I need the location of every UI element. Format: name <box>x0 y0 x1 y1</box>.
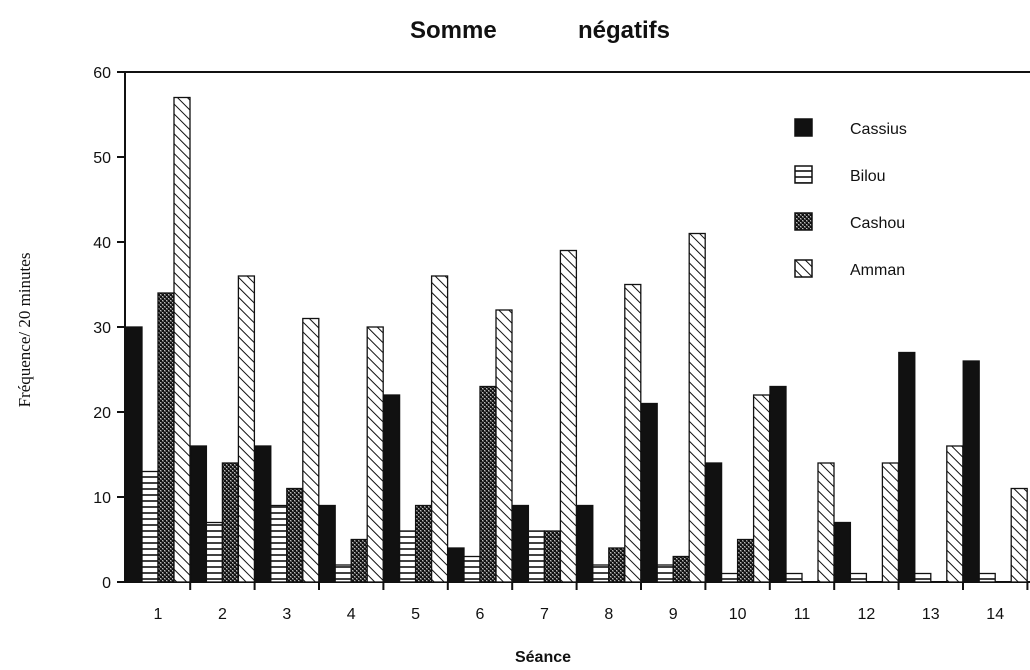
x-tick-label: 5 <box>411 606 420 623</box>
bar-cashou-2 <box>221 462 240 583</box>
bar-bilou-4 <box>334 564 352 583</box>
bar-cassius-13 <box>898 351 916 583</box>
bar-bilou-7 <box>527 530 546 583</box>
bar-cassius-4 <box>318 504 336 583</box>
bar-amman-6 <box>495 309 513 583</box>
y-tick-label: 60 <box>93 65 111 82</box>
bar-amman-12 <box>881 462 900 583</box>
chart-title-right: négatifs <box>578 17 670 44</box>
bar-bilou-8 <box>592 564 610 583</box>
bar-cassius-9 <box>640 402 658 583</box>
bar-cassius-14 <box>962 360 980 583</box>
y-tick-label: 0 <box>102 575 111 592</box>
y-tick-label: 30 <box>93 320 111 337</box>
x-tick-label: 4 <box>347 606 356 623</box>
bar-cashou-3 <box>286 487 304 583</box>
bar-bilou-14 <box>978 572 996 583</box>
x-tick-label: 3 <box>282 606 291 623</box>
bar-cashou-7 <box>543 530 562 583</box>
bar-bilou-12 <box>849 572 868 583</box>
chart-title-left: Somme <box>410 17 497 44</box>
x-axis: 1 2 3 4 5 6 7 8 9 10 11 12 13 14 <box>154 582 1029 623</box>
y-tick-label: 20 <box>93 405 111 422</box>
x-tick-label: 8 <box>604 606 613 623</box>
legend-swatch-cassius <box>794 118 813 137</box>
bar-amman-2 <box>237 275 256 583</box>
y-axis: 0 10 20 30 40 50 60 <box>93 65 125 592</box>
bar-cashou-6 <box>479 385 497 583</box>
bar-amman-1 <box>173 96 191 583</box>
bar-amman-8 <box>624 283 642 583</box>
bar-cashou-1 <box>157 292 175 583</box>
bar-cassius-5 <box>382 394 401 583</box>
bar-bilou-5 <box>398 530 417 583</box>
bar-bilou-13 <box>914 572 932 583</box>
y-tick-label: 10 <box>93 490 111 507</box>
bar-amman-9 <box>688 232 706 583</box>
bar-cassius-7 <box>511 504 530 583</box>
bar-bilou-2 <box>205 521 224 583</box>
x-tick-label: 11 <box>794 606 811 623</box>
x-tick-label: 10 <box>729 606 747 623</box>
legend-swatch-amman <box>794 259 813 278</box>
legend-swatch-cashou <box>794 212 813 231</box>
bar-cassius-12 <box>833 521 852 583</box>
bar-bilou-6 <box>463 555 481 583</box>
bar-cassius-2 <box>189 445 208 583</box>
x-tick-label: 14 <box>986 606 1004 623</box>
bar-amman-11 <box>817 462 835 583</box>
bar-amman-13 <box>946 445 964 583</box>
bar-amman-10 <box>752 394 771 583</box>
bar-cashou-10 <box>736 538 755 583</box>
x-axis-label: Séance <box>515 649 571 666</box>
bar-amman-14 <box>1010 487 1028 583</box>
legend-label-amman: Amman <box>850 262 905 279</box>
bar-bilou-3 <box>270 504 288 583</box>
bar-cassius-11 <box>769 385 787 583</box>
bar-amman-5 <box>430 275 449 583</box>
bar-amman-3 <box>302 317 320 583</box>
bar-cashou-5 <box>414 504 433 583</box>
legend-label-bilou: Bilou <box>850 168 886 185</box>
bar-cassius-8 <box>576 504 594 583</box>
y-tick-label: 50 <box>93 150 111 167</box>
bar-amman-7 <box>559 249 578 583</box>
bar-bilou-1 <box>141 470 159 583</box>
bar-cashou-9 <box>672 555 690 583</box>
bar-bilou-10 <box>720 572 739 583</box>
bar-cashou-8 <box>608 547 626 583</box>
x-tick-label: 2 <box>218 606 227 623</box>
bar-bilou-9 <box>656 564 674 583</box>
y-axis-label: Fréquence/ 20 minutes <box>15 253 34 408</box>
bar-amman-4 <box>366 326 384 583</box>
bar-cassius-6 <box>447 547 465 583</box>
x-tick-label: 12 <box>858 606 876 623</box>
bar-cassius-10 <box>704 462 723 583</box>
x-tick-label: 1 <box>154 606 163 623</box>
x-tick-label: 9 <box>669 606 678 623</box>
x-tick-label: 7 <box>540 606 549 623</box>
bar-cassius-1 <box>125 326 143 583</box>
x-tick-label: 6 <box>476 606 485 623</box>
bar-bilou-11 <box>785 572 803 583</box>
bar-cashou-4 <box>350 538 368 583</box>
legend-swatch-bilou <box>794 165 813 184</box>
x-tick-label: 13 <box>922 606 940 623</box>
legend: Cassius Bilou Cashou Amman <box>794 118 907 279</box>
legend-label-cassius: Cassius <box>850 121 907 138</box>
legend-label-cashou: Cashou <box>850 215 905 232</box>
y-tick-label: 40 <box>93 235 111 252</box>
bar-cassius-3 <box>254 445 272 583</box>
bars <box>125 96 1028 583</box>
